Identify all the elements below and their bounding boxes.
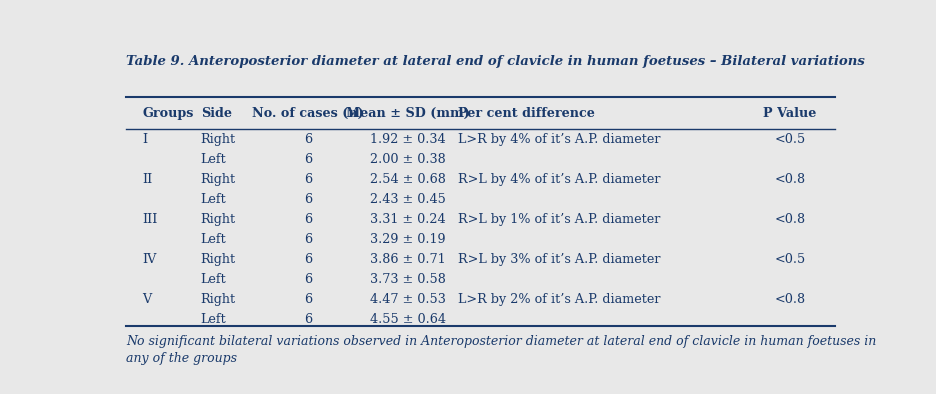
Text: Left: Left [200,193,227,206]
Text: V: V [142,293,152,306]
Text: I: I [142,133,148,146]
Text: 6: 6 [303,133,312,146]
Text: 6: 6 [303,273,312,286]
Text: 6: 6 [303,193,312,206]
Text: IV: IV [142,253,156,266]
Text: L>R by 2% of it’s A.P. diameter: L>R by 2% of it’s A.P. diameter [458,293,660,306]
Text: Right: Right [200,173,236,186]
Text: Left: Left [200,153,227,166]
Text: Right: Right [200,293,236,306]
Text: II: II [142,173,153,186]
Text: III: III [142,213,158,226]
Text: 2.43 ± 0.45: 2.43 ± 0.45 [370,193,445,206]
Text: 3.73 ± 0.58: 3.73 ± 0.58 [370,273,445,286]
Text: 3.31 ± 0.24: 3.31 ± 0.24 [370,213,445,226]
Text: No. of cases (n): No. of cases (n) [252,107,363,120]
Text: Left: Left [200,233,227,246]
Text: L>R by 4% of it’s A.P. diameter: L>R by 4% of it’s A.P. diameter [458,133,660,146]
Text: 6: 6 [303,173,312,186]
Text: 4.47 ± 0.53: 4.47 ± 0.53 [370,293,445,306]
Text: Right: Right [200,133,236,146]
Text: <0.5: <0.5 [773,253,805,266]
Text: 6: 6 [303,213,312,226]
Text: 1.92 ± 0.34: 1.92 ± 0.34 [370,133,445,146]
Text: P Value: P Value [763,107,816,120]
Text: No significant bilateral variations observed in Anteroposterior diameter at late: No significant bilateral variations obse… [125,335,875,365]
Text: 2.54 ± 0.68: 2.54 ± 0.68 [370,173,445,186]
Text: Left: Left [200,313,227,326]
Text: 3.86 ± 0.71: 3.86 ± 0.71 [370,253,445,266]
Text: Left: Left [200,273,227,286]
Text: 6: 6 [303,293,312,306]
Text: R>L by 1% of it’s A.P. diameter: R>L by 1% of it’s A.P. diameter [458,213,660,226]
Text: 4.55 ± 0.64: 4.55 ± 0.64 [369,313,446,326]
Text: Right: Right [200,213,236,226]
Text: <0.8: <0.8 [773,173,805,186]
Text: Per cent difference: Per cent difference [458,107,594,120]
Text: 6: 6 [303,253,312,266]
Text: <0.8: <0.8 [773,213,805,226]
Text: <0.5: <0.5 [773,133,805,146]
Text: R>L by 4% of it’s A.P. diameter: R>L by 4% of it’s A.P. diameter [458,173,660,186]
Text: 3.29 ± 0.19: 3.29 ± 0.19 [370,233,445,246]
Text: Mean ± SD (mm): Mean ± SD (mm) [345,107,469,120]
Text: Side: Side [200,107,231,120]
Text: Right: Right [200,253,236,266]
Text: 6: 6 [303,153,312,166]
Text: Groups: Groups [142,107,194,120]
Text: 6: 6 [303,233,312,246]
Text: 2.00 ± 0.38: 2.00 ± 0.38 [370,153,445,166]
Text: Table 9. Anteroposterior diameter at lateral end of clavicle in human foetuses –: Table 9. Anteroposterior diameter at lat… [125,55,864,68]
Text: 6: 6 [303,313,312,326]
Text: R>L by 3% of it’s A.P. diameter: R>L by 3% of it’s A.P. diameter [458,253,660,266]
Text: <0.8: <0.8 [773,293,805,306]
